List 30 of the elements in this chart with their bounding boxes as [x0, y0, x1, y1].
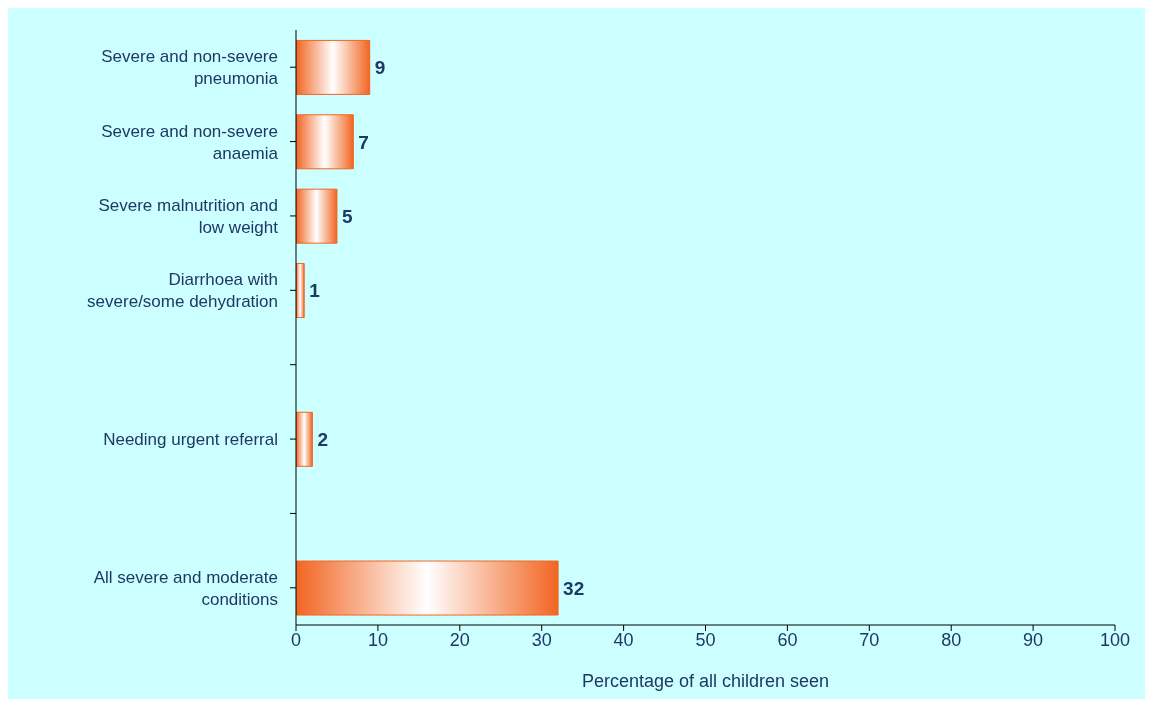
bar [296, 263, 305, 319]
data-label: 2 [317, 429, 328, 451]
x-tick-label: 20 [449, 629, 470, 650]
x-tick-label: 40 [613, 629, 634, 650]
y-tick-label: All severe and moderate conditions [93, 567, 278, 609]
bar [296, 188, 338, 244]
x-tick-label: 50 [695, 629, 716, 650]
data-label: 5 [341, 205, 353, 227]
x-tick-label: 80 [941, 629, 962, 650]
y-tick-label: Severe and non-severe anaemia [101, 121, 279, 163]
x-tick-label: 60 [777, 629, 798, 650]
x-tick-label: 30 [531, 629, 552, 650]
data-label: 32 [563, 577, 585, 599]
y-tick-label: Needing urgent referral [103, 430, 278, 450]
bar [296, 411, 313, 467]
data-label: 1 [309, 280, 321, 302]
data-label: 9 [374, 57, 386, 79]
x-axis-title: Percentage of all children seen [581, 671, 830, 691]
x-tick-label: 10 [367, 629, 388, 650]
x-tick-label: 0 [290, 629, 302, 650]
data-label: 7 [358, 131, 369, 153]
bar [296, 560, 559, 616]
y-tick-label: Severe and non-severe pneumonia [101, 47, 279, 89]
x-tick-label: 100 [1099, 629, 1131, 650]
bar [296, 39, 371, 95]
x-tick-label: 70 [859, 629, 880, 650]
y-tick-label: Severe malnutrition and low weight [98, 195, 279, 237]
x-tick-label: 90 [1023, 629, 1044, 650]
bar [296, 114, 354, 170]
y-tick-label: Diarrhoea with severe/some dehydration [87, 270, 278, 312]
